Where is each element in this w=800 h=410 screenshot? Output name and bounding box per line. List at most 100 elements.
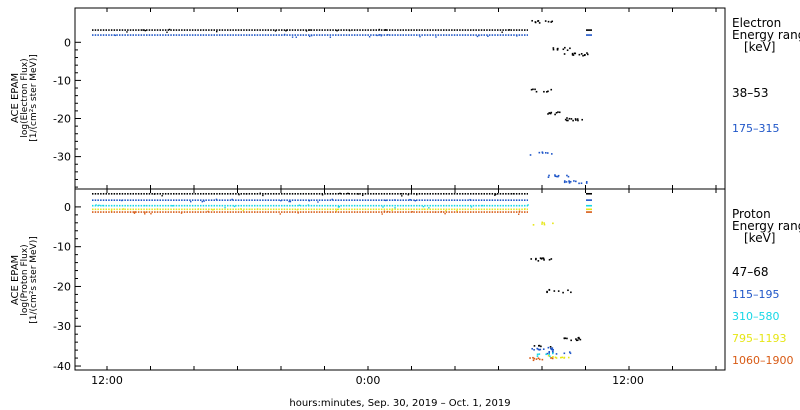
electron-series-point: [368, 36, 371, 38]
proton-ytick-label: 0: [64, 201, 71, 214]
proton-series-point: [548, 258, 551, 261]
proton-series-point: [551, 352, 554, 355]
proton-legend-entry: 795–1193: [732, 332, 787, 345]
proton-series-point: [383, 210, 386, 212]
proton-series-point: [144, 211, 146, 213]
electron-series-point: [166, 31, 168, 33]
proton-series-point: [532, 359, 535, 362]
electron-series-point: [541, 151, 544, 154]
proton-legend-entry: 1060–1900: [732, 354, 794, 367]
electron-series-point: [566, 174, 568, 177]
electron-ylabel: ACE EPAM log(Electron Flux) [1/(cm²s ste…: [10, 54, 39, 141]
electron-series-point: [530, 88, 533, 91]
proton-series-point: [409, 198, 411, 201]
proton-series-point: [545, 353, 547, 356]
electron-legend-entry: 175–315: [732, 122, 780, 135]
proton-series-point: [533, 357, 536, 360]
proton-series-point: [563, 337, 566, 340]
proton-series-point: [297, 212, 299, 214]
electron-series-point: [564, 46, 566, 49]
proton-series-point: [538, 358, 541, 361]
electron-series-point: [435, 36, 437, 38]
proton-legend-title-3: [keV]: [744, 231, 775, 245]
proton-series-point: [245, 193, 248, 195]
electron-series-point: [379, 34, 381, 36]
electron-series-point: [575, 119, 577, 121]
proton-series-point: [548, 289, 551, 291]
electron-series-point: [568, 182, 571, 184]
proton-legend: Proton Energy ranges [keV]: [732, 207, 800, 245]
electron-series-point: [476, 35, 479, 38]
proton-series-point: [444, 212, 446, 215]
electron-series-point: [291, 36, 294, 38]
proton-series-point: [536, 347, 539, 350]
proton-series-point: [394, 207, 396, 209]
proton-series-point: [577, 337, 580, 339]
proton-series-point: [535, 358, 538, 360]
proton-series-point: [384, 199, 387, 202]
proton-legend-title-1: Proton: [732, 207, 771, 221]
proton-series-point: [541, 221, 544, 224]
proton-series-point: [307, 204, 310, 206]
proton-series-point: [550, 348, 553, 351]
electron-series-point: [566, 117, 568, 119]
proton-series-point: [400, 193, 402, 195]
electron-series-point: [574, 52, 577, 55]
proton-series-point: [249, 208, 251, 210]
electron-series-point: [569, 180, 572, 183]
electron-series-point: [286, 29, 288, 31]
electron-series-point: [547, 20, 550, 23]
proton-series-point: [538, 353, 541, 355]
electron-series-point: [547, 90, 549, 93]
proton-series-point: [347, 192, 349, 195]
proton-series-point: [156, 208, 159, 210]
proton-series-point: [537, 348, 540, 351]
proton-series-point: [357, 193, 360, 195]
proton-series-point: [289, 200, 292, 203]
electron-series-point: [309, 29, 311, 31]
proton-series-point: [95, 204, 97, 206]
electron-series-point: [535, 90, 538, 93]
electron-series-point: [566, 49, 569, 52]
electron-series-point: [529, 154, 532, 156]
proton-series-point: [469, 198, 471, 201]
proton-series-point: [414, 200, 417, 202]
x-tick-label: 0:00: [356, 374, 381, 387]
proton-series-point: [518, 210, 521, 212]
electron-series-point: [516, 35, 518, 37]
proton-series-point: [336, 208, 339, 211]
electron-series-point: [556, 49, 559, 51]
electron-ytick-label: 0: [64, 36, 71, 49]
electron-series-point: [557, 175, 559, 178]
proton-series-point: [524, 208, 526, 210]
proton-series-point: [548, 352, 550, 354]
electron-series-point: [580, 53, 583, 55]
electron-series-point: [308, 35, 311, 38]
proton-series-point: [576, 339, 579, 342]
proton-series-point: [579, 338, 582, 341]
proton-series-point: [543, 259, 545, 261]
proton-ylabel-line-2: log(Proton Flux): [20, 244, 30, 315]
proton-series-point: [121, 199, 123, 202]
electron-series-point: [548, 112, 551, 114]
proton-series-point: [143, 204, 146, 207]
electron-series-point: [577, 119, 579, 122]
electron-ylabel-line-3: [1/(cm²s ster MeV)]: [29, 54, 39, 141]
proton-series-point: [416, 193, 418, 196]
electron-series-point: [550, 111, 553, 114]
proton-series-point: [570, 339, 572, 342]
electron-legend: Electron Energy ranges [keV]: [732, 16, 800, 54]
electron-series-point: [552, 48, 555, 51]
electron-series-point: [573, 180, 575, 182]
electron-series-point: [478, 34, 480, 37]
electron-series-point: [144, 29, 147, 32]
proton-series-point: [536, 355, 539, 357]
proton-series-point: [533, 349, 535, 351]
proton-series-point: [563, 356, 566, 359]
proton-series-point: [150, 213, 152, 215]
electron-series-point: [419, 35, 421, 38]
proton-series-point: [190, 200, 192, 203]
proton-series-point: [555, 357, 558, 359]
proton-series-point: [567, 356, 570, 359]
electron-series-point: [554, 174, 556, 176]
